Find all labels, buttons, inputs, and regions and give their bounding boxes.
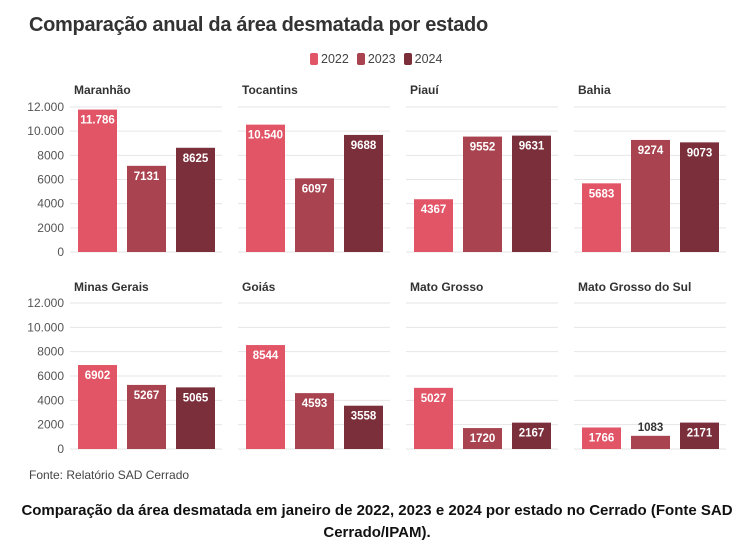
y-tick-label: 2000 <box>37 221 64 235</box>
data-label: 7131 <box>134 171 160 183</box>
panel-title: Maranhão <box>74 83 131 97</box>
panel-title: Mato Grosso do Sul <box>578 280 691 294</box>
source-note: Fonte: Relatório SAD Cerrado <box>29 468 190 482</box>
bar-2024[interactable] <box>176 147 215 252</box>
y-tick-label: 0 <box>57 245 64 259</box>
data-label: 10.540 <box>248 130 283 142</box>
y-tick-label: 12.000 <box>27 100 64 114</box>
bar-2022[interactable] <box>414 199 453 252</box>
data-label: 4367 <box>421 204 447 216</box>
legend-item-2023[interactable]: 2023 <box>356 52 396 66</box>
caption: Comparação da área desmatada em janeiro … <box>21 502 733 541</box>
data-label: 6902 <box>85 370 111 382</box>
data-label: 1083 <box>638 422 664 434</box>
data-label: 9552 <box>470 142 496 154</box>
data-label: 2167 <box>519 428 545 440</box>
bar-2023[interactable] <box>127 165 166 252</box>
legend-label: 2022 <box>321 52 349 66</box>
legend-swatch <box>403 53 412 65</box>
data-label: 4593 <box>302 398 328 410</box>
bar-2024[interactable] <box>512 422 551 449</box>
y-tick-label: 0 <box>57 442 64 456</box>
bar-2023[interactable] <box>295 393 334 449</box>
data-label: 8544 <box>253 350 279 362</box>
y-tick-label: 10.000 <box>27 124 64 138</box>
panel-title: Piauí <box>410 83 439 97</box>
data-label: 5683 <box>589 188 615 200</box>
data-label: 1720 <box>470 433 496 445</box>
data-label: 11.786 <box>80 115 115 127</box>
bar-2023[interactable] <box>631 435 670 449</box>
y-tick-label: 8000 <box>37 345 64 359</box>
data-label: 9631 <box>519 141 545 153</box>
y-tick-label: 2000 <box>37 418 64 432</box>
bar-2024[interactable] <box>680 422 719 449</box>
y-tick-label: 4000 <box>37 393 64 407</box>
bar-2022[interactable] <box>582 183 621 252</box>
chart-title: Comparação anual da área desmatada por e… <box>29 14 488 36</box>
bar-2024[interactable] <box>680 142 719 252</box>
panel-title: Bahia <box>578 83 611 97</box>
panel-title: Mato Grosso <box>410 280 483 294</box>
y-tick-label: 10.000 <box>27 320 64 334</box>
data-label: 8625 <box>183 153 209 165</box>
bar-2024[interactable] <box>344 134 383 252</box>
bar-2024[interactable] <box>344 405 383 449</box>
data-label: 1766 <box>589 433 615 445</box>
data-label: 9274 <box>638 145 664 157</box>
legend-swatch <box>356 53 365 65</box>
y-tick-label: 4000 <box>37 197 64 211</box>
legend-item-2024[interactable]: 2024 <box>403 52 443 66</box>
bar-2022[interactable] <box>246 345 285 449</box>
bar-2024[interactable] <box>512 135 551 252</box>
legend-item-2022[interactable]: 2022 <box>310 52 349 66</box>
bar-2022[interactable] <box>246 124 285 252</box>
bar-2023[interactable] <box>463 428 502 449</box>
panel-title: Tocantins <box>242 83 298 97</box>
data-label: 9688 <box>351 140 377 152</box>
data-label: 2171 <box>687 428 713 440</box>
legend: 2022 2023 2024 <box>310 52 442 66</box>
bar-2023[interactable] <box>463 136 502 252</box>
legend-label: 2023 <box>367 52 396 66</box>
legend-swatch <box>310 53 318 65</box>
panel-title: Minas Gerais <box>74 280 149 294</box>
bar-2022[interactable] <box>78 365 117 449</box>
bar-2022[interactable] <box>582 427 621 449</box>
y-tick-label: 8000 <box>37 148 64 162</box>
data-label: 5267 <box>134 390 160 402</box>
data-label: 9073 <box>687 147 713 159</box>
bar-2023[interactable] <box>127 384 166 449</box>
bar-2022[interactable] <box>78 109 117 252</box>
data-label: 5027 <box>421 393 447 405</box>
bar-2024[interactable] <box>176 387 215 449</box>
bar-2023[interactable] <box>631 139 670 252</box>
small-multiples-chart: Maranhão 0 2000 4000 6000 8000 10.000 12.000 11.… <box>27 83 726 456</box>
panel-title: Goiás <box>242 280 276 294</box>
y-tick-label: 12.000 <box>27 296 64 310</box>
bar-2023[interactable] <box>295 178 334 252</box>
data-label: 5065 <box>183 392 209 404</box>
y-tick-label: 6000 <box>37 369 64 383</box>
y-tick-label: 6000 <box>37 173 64 187</box>
data-label: 3558 <box>351 411 377 423</box>
data-label: 6097 <box>302 183 328 195</box>
bar-2022[interactable] <box>414 387 453 449</box>
legend-label: 2024 <box>414 52 443 66</box>
